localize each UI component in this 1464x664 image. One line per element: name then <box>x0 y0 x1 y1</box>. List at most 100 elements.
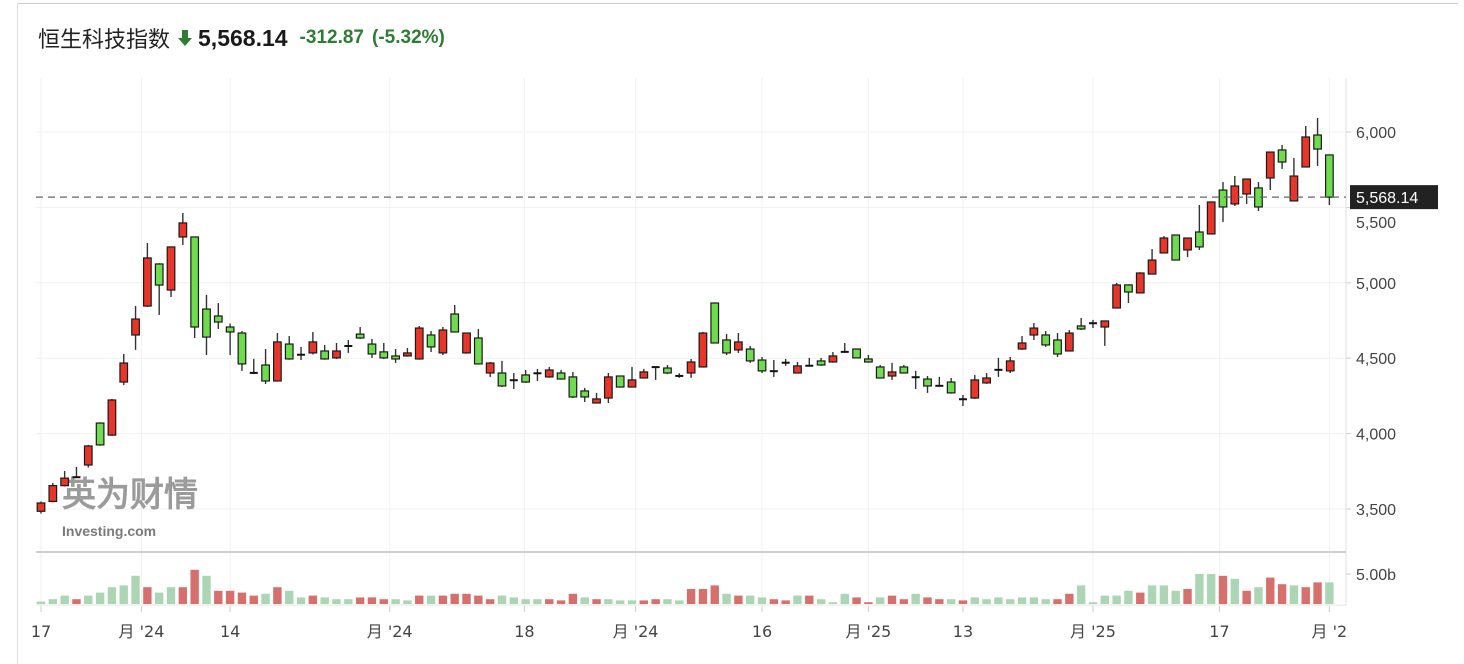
candle <box>1301 125 1311 168</box>
candle-body <box>1301 136 1311 168</box>
candle <box>651 366 660 380</box>
x-tick-label: 月 '24 <box>367 622 413 641</box>
candle-body <box>686 361 696 374</box>
candle <box>403 347 412 357</box>
volume-bar <box>485 599 495 604</box>
candle-body <box>816 360 826 366</box>
volume-bar <box>710 585 719 604</box>
candle-body <box>1183 237 1192 251</box>
candle <box>213 303 223 329</box>
volume-bar <box>734 595 743 604</box>
volume-bar <box>1195 574 1204 604</box>
volume-bar <box>887 595 897 604</box>
candle <box>190 236 200 339</box>
candle-body <box>1124 284 1133 293</box>
volume-bar <box>285 590 294 604</box>
candle-body <box>757 359 767 372</box>
volume-bar <box>1147 585 1157 604</box>
candle-body <box>1313 134 1322 150</box>
candle <box>946 377 956 394</box>
price-tick-label: 3,500 <box>1356 502 1396 519</box>
volume-bar <box>332 599 341 604</box>
last-price: 5,568.14 <box>198 24 288 51</box>
candle-body <box>1053 339 1062 355</box>
candle-body <box>48 485 58 503</box>
candle-body <box>733 341 743 351</box>
candle-body <box>568 376 578 398</box>
volume-bar <box>568 593 578 604</box>
candle <box>958 395 967 407</box>
volume-bar <box>497 595 507 604</box>
candle <box>1017 336 1027 350</box>
candle <box>733 333 743 353</box>
candle <box>521 369 531 383</box>
candle <box>580 387 590 402</box>
volume-bar <box>320 597 329 604</box>
candle-body <box>202 308 211 338</box>
volume-bar <box>1289 585 1299 604</box>
volume-bar <box>1006 599 1015 604</box>
candle <box>1171 234 1181 261</box>
candle <box>142 242 152 307</box>
volume-bar <box>1183 589 1192 604</box>
candle-body <box>154 263 164 286</box>
candle <box>745 345 755 363</box>
candle-body <box>438 329 448 354</box>
volume-bar <box>592 599 601 604</box>
candle-body <box>273 341 282 382</box>
last-price-badge <box>1350 185 1438 210</box>
candle <box>178 212 188 245</box>
candle <box>533 368 542 381</box>
candle-body <box>462 332 471 354</box>
candle <box>332 342 341 359</box>
price-tick-label: 4,000 <box>1356 427 1396 444</box>
candle-body <box>213 315 223 323</box>
volume-bar <box>60 595 69 604</box>
candle-body <box>1265 151 1275 179</box>
volume-bar <box>1088 602 1098 604</box>
candle-body <box>391 355 400 360</box>
candle-body <box>83 445 93 466</box>
candle <box>982 372 991 384</box>
candle-body <box>1029 327 1039 336</box>
candle-body <box>107 399 117 436</box>
candle-body <box>722 339 731 354</box>
candle-body <box>237 332 247 365</box>
volume-bar <box>190 569 199 604</box>
candle <box>225 323 235 356</box>
candle-body <box>284 343 294 360</box>
candle-body <box>142 257 152 307</box>
x-tick-label: 月 '25 <box>1070 622 1116 641</box>
volume-bar <box>580 597 589 604</box>
volume-bar <box>958 600 968 604</box>
candle <box>686 358 696 378</box>
volume-bar <box>155 592 164 604</box>
volume-bar <box>143 587 152 604</box>
volume-bar <box>1266 577 1275 604</box>
candle <box>828 352 838 363</box>
candle-body <box>1041 334 1051 346</box>
volume-bar <box>202 575 211 604</box>
candle <box>261 349 270 384</box>
volume-bar <box>237 592 247 604</box>
price-tick-label: 5,000 <box>1356 276 1396 293</box>
candle <box>154 263 164 315</box>
candle <box>1112 282 1122 309</box>
price-change-percent: (-5.32%) <box>372 27 445 48</box>
volume-bar <box>214 590 223 604</box>
candle-body <box>663 367 672 374</box>
candle <box>1218 182 1228 223</box>
candle <box>781 358 790 366</box>
volume-bar <box>876 597 885 604</box>
index-title: 恒生科技指数 <box>38 28 171 53</box>
volume-bar <box>805 595 814 604</box>
candle <box>1124 284 1133 304</box>
candle-body <box>828 355 838 363</box>
candle-body <box>1064 332 1074 352</box>
volume-bar <box>746 595 755 604</box>
candle <box>769 360 778 377</box>
price-change: -312.87 <box>299 27 364 48</box>
volume-bar <box>1112 595 1121 604</box>
volume-bar <box>533 599 542 604</box>
